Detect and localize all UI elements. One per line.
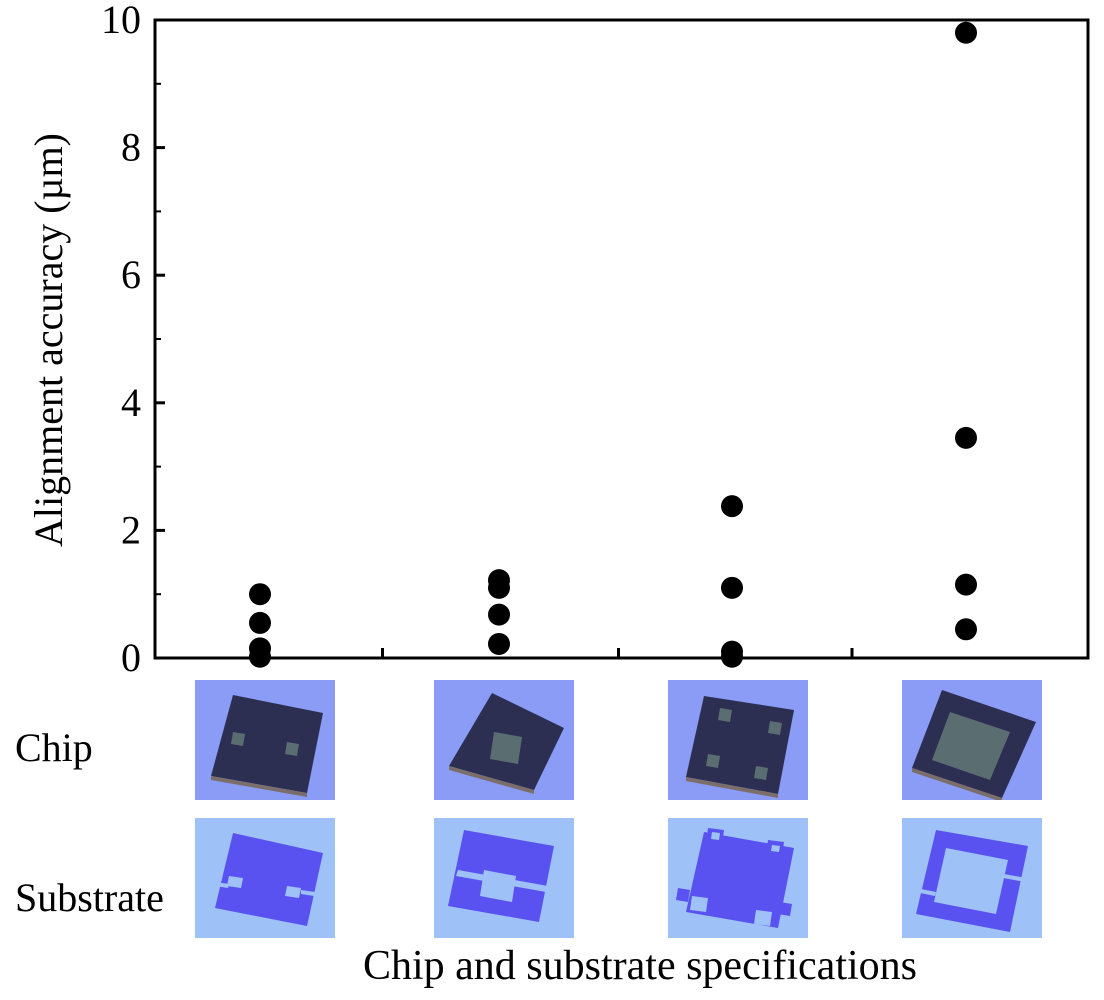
- data-point: [721, 576, 743, 599]
- chip-row-label: Chip: [15, 725, 93, 770]
- scatter-chart: 0 2 4 6 8 10 Alignment accuracy (µm): [26, 0, 1090, 680]
- substrate-image-2: [434, 818, 574, 938]
- chip-image-4: [902, 680, 1042, 800]
- y-tick-label: 8: [121, 125, 141, 170]
- data-point: [488, 632, 510, 655]
- chip-image-1: [195, 680, 335, 800]
- data-point: [249, 645, 271, 668]
- y-axis-ticks: 0 2 4 6 8 10: [101, 0, 165, 680]
- x-axis-ticks: [381, 648, 854, 658]
- y-tick-label: 10: [101, 0, 141, 42]
- data-points: [249, 21, 977, 668]
- data-point: [249, 583, 271, 606]
- axes: [153, 18, 1090, 660]
- x-axis-label: Chip and substrate specifications: [362, 943, 918, 989]
- y-tick-label: 0: [121, 635, 141, 680]
- data-point: [721, 645, 743, 668]
- data-point: [955, 618, 977, 641]
- data-point: [955, 21, 977, 44]
- y-axis-label: Alignment accuracy (µm): [26, 133, 71, 547]
- data-point: [488, 576, 510, 599]
- y-tick-label: 4: [121, 380, 141, 425]
- y-tick-label: 6: [121, 252, 141, 297]
- data-point: [249, 611, 271, 634]
- substrate-image-1: [195, 818, 335, 938]
- plot-frame: [153, 18, 1090, 660]
- chip-image-3: [668, 680, 808, 800]
- substrate-image-4: [902, 818, 1042, 938]
- data-point: [955, 573, 977, 596]
- data-point: [955, 426, 977, 449]
- y-tick-label: 2: [121, 507, 141, 552]
- substrate-image-3: [668, 818, 808, 938]
- data-point: [721, 495, 743, 518]
- data-point: [488, 603, 510, 626]
- chip-image-2: [434, 680, 574, 800]
- substrate-row-label: Substrate: [15, 875, 164, 920]
